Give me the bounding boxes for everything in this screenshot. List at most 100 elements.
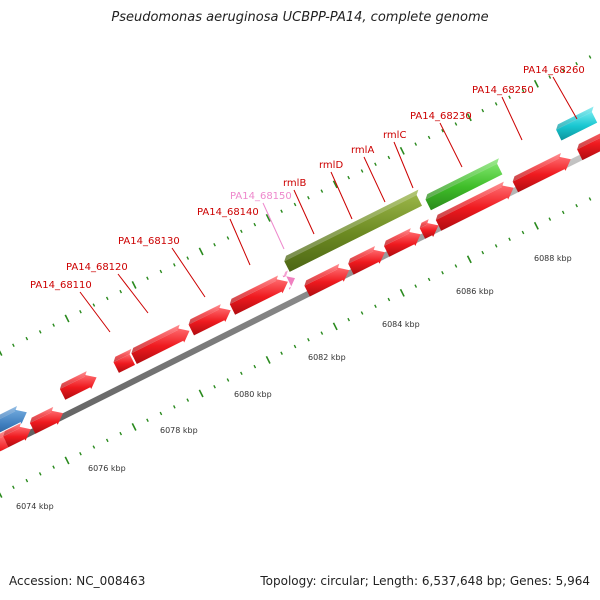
tick-mark: [0, 350, 3, 356]
tick-mark: [12, 343, 15, 348]
gene-red[interactable]: [348, 246, 385, 275]
tick-mark: [387, 297, 391, 302]
tick-mark: [226, 236, 230, 240]
tick-mark: [146, 276, 149, 280]
label-leader-line: [330, 171, 353, 220]
tick-mark: [481, 250, 485, 255]
tick-mark: [240, 229, 243, 234]
gene-red-body: [384, 231, 421, 257]
gene-green[interactable]: [425, 158, 503, 211]
tick-mark: [186, 398, 190, 402]
gene-red-top: [419, 219, 429, 229]
gene-label-pa14-68130[interactable]: PA14_68130: [118, 236, 206, 298]
gene-olive[interactable]: [284, 189, 422, 272]
tick-mark: [414, 284, 418, 288]
tick-mark: [38, 330, 42, 334]
gene-red-body: [577, 137, 600, 161]
tick-mark: [320, 189, 324, 193]
gene-red[interactable]: [512, 153, 571, 193]
gene-red-top: [304, 263, 340, 286]
gene-red-body: [131, 328, 190, 364]
tick-mark: [25, 478, 29, 483]
gene-red-body: [3, 426, 31, 448]
label-leader-line: [117, 273, 149, 314]
tick-mark: [105, 296, 109, 301]
tick-mark: [561, 68, 565, 73]
scale-label: 6088 kbp: [534, 254, 572, 263]
gene-red-top: [188, 304, 221, 325]
gene-label-pa14-68230[interactable]: PA14_68230: [410, 111, 472, 168]
tick-mark: [347, 175, 351, 180]
gene-red[interactable]: [131, 324, 190, 364]
tick-mark: [253, 222, 257, 227]
gene-pink-body: [282, 275, 295, 290]
tick-mark: [226, 378, 230, 382]
tick-mark: [131, 281, 137, 289]
tick-mark: [374, 162, 377, 167]
gene-pink[interactable]: [282, 270, 296, 290]
tick-mark: [481, 108, 485, 113]
tick-mark: [466, 113, 472, 122]
gene-red[interactable]: [229, 275, 288, 315]
gene-label-text: rmlC: [383, 130, 406, 141]
gene-label-pa14-68150[interactable]: PA14_68150: [230, 191, 292, 250]
scale-label: 6082 kbp: [308, 353, 346, 362]
gene-label-pa14-68110[interactable]: PA14_68110: [30, 280, 111, 333]
scale-label: 6084 kbp: [382, 320, 420, 329]
tick-mark: [79, 452, 82, 456]
gene-red-top: [59, 371, 87, 389]
gene-label-text: rmlB: [283, 178, 306, 189]
gene-blue[interactable]: [0, 406, 27, 440]
label-leader-line: [552, 76, 578, 120]
gene-label-pa14-68140[interactable]: PA14_68140: [197, 207, 259, 266]
gene-red[interactable]: [29, 406, 63, 434]
gene-red-body: [348, 249, 385, 275]
gene-red-top: [512, 153, 561, 182]
gene-label-pa14-68120[interactable]: PA14_68120: [66, 262, 149, 314]
gene-red[interactable]: [384, 228, 421, 257]
tick-mark: [575, 203, 578, 208]
gene-label-text: PA14_68130: [118, 236, 180, 247]
tick-mark: [159, 411, 163, 416]
tick-mark: [131, 423, 137, 431]
scale-label: 6086 kbp: [456, 287, 494, 296]
gene-red[interactable]: [577, 122, 600, 161]
gene-red[interactable]: [419, 219, 439, 239]
gene-label-rmlc[interactable]: rmlC: [383, 130, 414, 189]
gene-label-text: PA14_68140: [197, 207, 259, 218]
tick-mark: [414, 142, 418, 146]
scale-label: 6078 kbp: [160, 426, 198, 435]
label-leader-line: [229, 218, 251, 266]
tick-mark: [265, 355, 271, 364]
tick-mark: [374, 304, 377, 309]
gene-red[interactable]: [113, 348, 136, 373]
label-leader-line: [501, 96, 523, 141]
gene-label-rmlb[interactable]: rmlB: [283, 178, 315, 235]
gene-red[interactable]: [59, 371, 97, 400]
gene-red[interactable]: [435, 181, 514, 231]
tick-mark: [79, 310, 82, 314]
tick-mark: [575, 61, 578, 66]
gene-label-rmla[interactable]: rmlA: [351, 145, 386, 203]
gene-red[interactable]: [188, 304, 231, 336]
gene-red[interactable]: [3, 423, 31, 448]
gene-cyan[interactable]: [556, 106, 598, 141]
gene-red-top: [0, 431, 5, 438]
gene-label-pa14-68250[interactable]: PA14_68250: [472, 85, 534, 141]
tick-mark: [441, 128, 444, 133]
gene-red-top: [113, 348, 132, 363]
gene-red[interactable]: [0, 431, 9, 464]
gene-red[interactable]: [304, 263, 350, 297]
gene-red-body: [113, 354, 135, 373]
tick-mark: [360, 169, 364, 173]
label-leader-line: [79, 291, 111, 333]
gene-label-rmld[interactable]: rmlD: [319, 160, 353, 220]
label-leader-line: [293, 189, 315, 235]
tick-mark: [52, 323, 55, 327]
genome-summary-text: Topology: circular; Length: 6,537,648 bp…: [260, 574, 590, 588]
gene-label-text: PA14_68120: [66, 262, 128, 273]
tick-mark: [508, 95, 511, 99]
gene-red-body: [0, 436, 9, 452]
gene-label-pa14-68260[interactable]: PA14_68260: [523, 65, 585, 120]
tick-mark: [399, 146, 405, 155]
